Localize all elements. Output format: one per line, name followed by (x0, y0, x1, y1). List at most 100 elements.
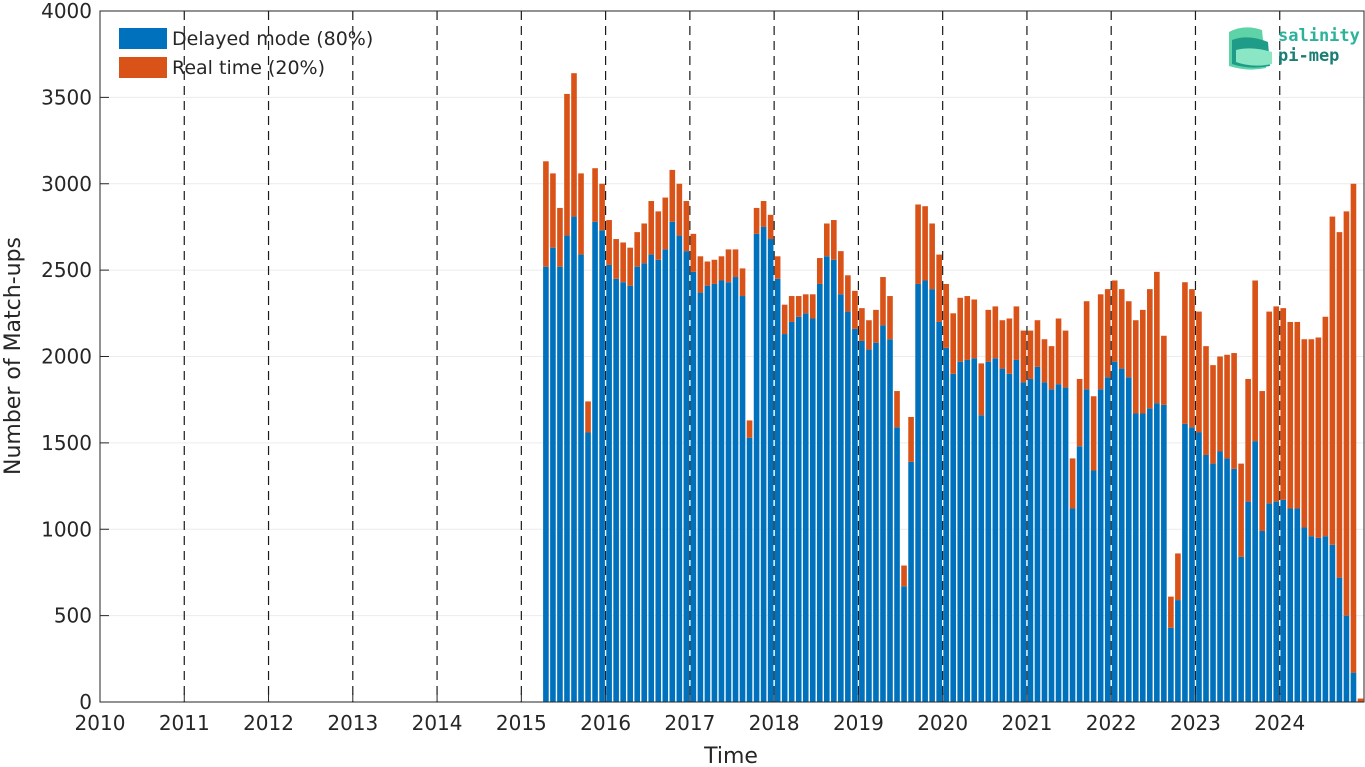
bar-realtime-2022-05 (1139, 309, 1146, 414)
x-tick-label: 2011 (159, 711, 210, 735)
bar-realtime-2020-04 (964, 296, 971, 360)
bar-delayed-2017-08 (739, 296, 746, 702)
bar-delayed-2021-08 (1076, 446, 1083, 702)
bar-realtime-2017-08 (739, 268, 746, 297)
bar-realtime-2024-07 (1322, 316, 1329, 537)
bar-delayed-2017-04 (711, 283, 718, 702)
bar-delayed-2017-06 (725, 282, 732, 702)
bar-delayed-2018-03 (788, 321, 795, 702)
y-tick-label: 500 (54, 604, 92, 628)
bar-delayed-2024-01 (1280, 499, 1287, 702)
bar-realtime-2020-07 (985, 309, 992, 362)
bar-realtime-2018-01 (774, 256, 781, 279)
legend-swatch-realtime (119, 57, 167, 78)
bar-delayed-2018-04 (795, 316, 802, 702)
bar-delayed-2023-09 (1252, 441, 1258, 702)
bar-realtime-2019-10 (922, 206, 928, 281)
x-tick-label: 2021 (1001, 711, 1052, 735)
bar-realtime-2023-04 (1217, 356, 1223, 452)
bar-realtime-2024-11 (1350, 183, 1357, 673)
bar-delayed-2015-04 (543, 266, 549, 702)
legend-label-delayed: Delayed mode (80%) (172, 28, 373, 50)
bar-delayed-2018-05 (802, 313, 809, 702)
bar-delayed-2015-09 (578, 254, 584, 702)
bar-realtime-2023-07 (1238, 463, 1244, 557)
bar-realtime-2019-02 (866, 320, 872, 350)
bar-realtime-2016-09 (662, 197, 669, 250)
bar-realtime-2021-12 (1104, 289, 1111, 378)
bar-delayed-2017-10 (753, 233, 760, 702)
bar-delayed-2024-06 (1315, 537, 1322, 702)
bar-realtime-2016-08 (655, 211, 662, 260)
y-axis-label: Number of Match-ups (1, 237, 26, 475)
bar-delayed-2016-08 (655, 259, 662, 702)
bar-realtime-2022-03 (1125, 301, 1132, 378)
x-tick-label: 2020 (917, 711, 968, 735)
bar-realtime-2020-03 (957, 297, 964, 362)
bar-realtime-2018-11 (845, 275, 851, 312)
bar-delayed-2021-09 (1083, 389, 1090, 702)
bar-delayed-2021-06 (1062, 387, 1069, 702)
bar-realtime-2021-05 (1055, 318, 1062, 385)
bar-delayed-2023-07 (1238, 556, 1244, 702)
bar-realtime-2017-07 (732, 249, 739, 278)
bar-realtime-2019-08 (908, 416, 914, 462)
bar-realtime-2021-01 (1027, 330, 1034, 379)
bar-delayed-2016-10 (669, 221, 676, 702)
bar-realtime-2019-09 (915, 204, 921, 284)
bar-realtime-2024-02 (1287, 321, 1294, 509)
bar-realtime-2020-06 (978, 363, 985, 416)
bar-delayed-2024-05 (1308, 536, 1315, 702)
bar-delayed-2023-11 (1266, 503, 1273, 702)
y-tick-label: 0 (79, 690, 92, 714)
bar-delayed-2022-05 (1139, 413, 1146, 702)
bar-realtime-2024-09 (1336, 232, 1343, 578)
bar-delayed-2022-03 (1125, 377, 1132, 702)
bar-delayed-2015-06 (557, 266, 563, 702)
y-tick-label: 3000 (41, 172, 92, 196)
salinity-pimep-logo: salinity pi-mep (1229, 26, 1360, 70)
x-tick-label: 2013 (327, 711, 378, 735)
bar-realtime-2020-10 (1006, 318, 1013, 374)
bar-delayed-2016-02 (613, 278, 619, 702)
bar-realtime-2016-01 (606, 220, 612, 265)
bar-delayed-2016-11 (676, 235, 683, 702)
bar-realtime-2020-08 (992, 306, 999, 359)
bar-delayed-2024-02 (1287, 508, 1294, 702)
bar-delayed-2017-05 (718, 280, 725, 702)
bar-delayed-2016-01 (606, 264, 612, 702)
bar-realtime-2018-12 (852, 290, 858, 329)
x-axis: 2010 2011 2012 2013 2014 2015 2016 2017 2018 2019… (75, 693, 1305, 735)
bar-realtime-2024-10 (1343, 211, 1350, 616)
bar-realtime-2018-09 (831, 220, 837, 260)
bar-realtime-2023-10 (1259, 391, 1265, 531)
bar-delayed-2018-02 (781, 334, 788, 702)
bar-delayed-2024-10 (1343, 615, 1350, 702)
bar-realtime-2023-06 (1231, 353, 1237, 469)
bar-delayed-2015-07 (564, 235, 570, 702)
bar-realtime-2021-11 (1097, 294, 1104, 390)
bar-delayed-2017-03 (704, 285, 711, 702)
bar-realtime-2015-11 (592, 168, 598, 222)
bar-realtime-2016-04 (627, 247, 633, 286)
bar-realtime-2021-10 (1090, 396, 1097, 471)
bar-realtime-2023-12 (1273, 306, 1280, 502)
bar-realtime-2019-11 (929, 223, 935, 290)
bar-realtime-2019-05 (887, 296, 893, 340)
bar-delayed-2019-06 (894, 427, 900, 702)
bar-delayed-2015-10 (585, 432, 591, 702)
bar-realtime-2024-04 (1301, 339, 1308, 528)
bar-realtime-2023-11 (1266, 311, 1273, 504)
bar-realtime-2021-09 (1083, 301, 1090, 390)
bar-delayed-2016-06 (641, 263, 648, 702)
x-tick-label: 2014 (412, 711, 463, 735)
bar-delayed-2022-11 (1182, 423, 1188, 702)
x-tick-label: 2018 (749, 711, 800, 735)
bar-realtime-2017-10 (753, 207, 760, 234)
bar-delayed-2017-02 (697, 292, 704, 702)
bar-delayed-2021-12 (1104, 377, 1111, 702)
y-tick-label: 2000 (41, 345, 92, 369)
x-tick-label: 2012 (243, 711, 294, 735)
bar-delayed-2019-08 (908, 461, 914, 702)
bar-realtime-2018-02 (781, 304, 788, 335)
